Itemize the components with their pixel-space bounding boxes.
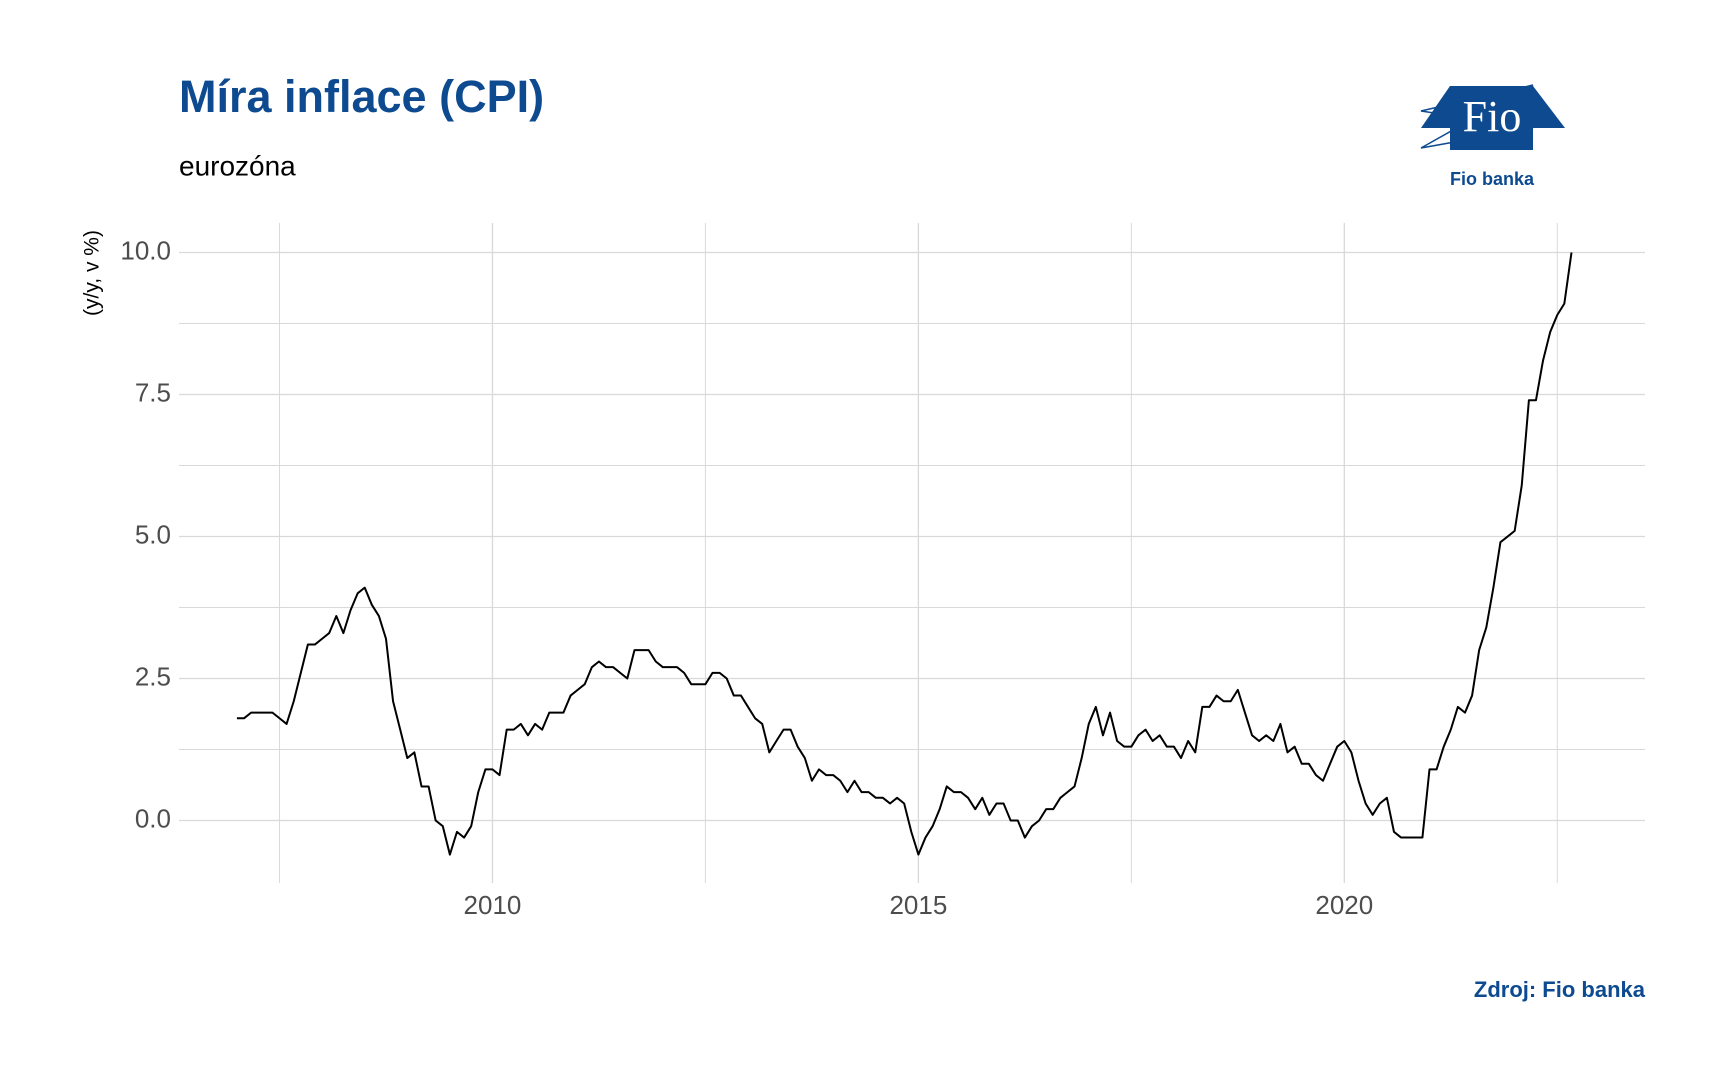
x-tick-label: 2015 (889, 890, 947, 920)
y-tick-label: 5.0 (135, 519, 171, 549)
logo: Fio Fio banka (1420, 84, 1565, 189)
chart-subtitle: eurozóna (179, 150, 296, 181)
logo-mark: Fio (1463, 92, 1522, 141)
y-tick-label: 2.5 (135, 661, 171, 691)
y-tick-label: 7.5 (135, 377, 171, 407)
logo-name: Fio banka (1450, 169, 1535, 189)
logo-shape (1421, 86, 1565, 150)
x-tick-label: 2020 (1315, 890, 1373, 920)
chart-title: Míra inflace (CPI) (179, 71, 544, 122)
line (236, 252, 1573, 856)
y-tick-label: 10.0 (120, 235, 171, 265)
y-axis-label: (y/y, v %) (81, 230, 104, 316)
source: Zdroj: Fio banka (1474, 977, 1646, 1002)
y-tick-label: 0.0 (135, 803, 171, 833)
x-tick-label: 2010 (464, 890, 522, 920)
